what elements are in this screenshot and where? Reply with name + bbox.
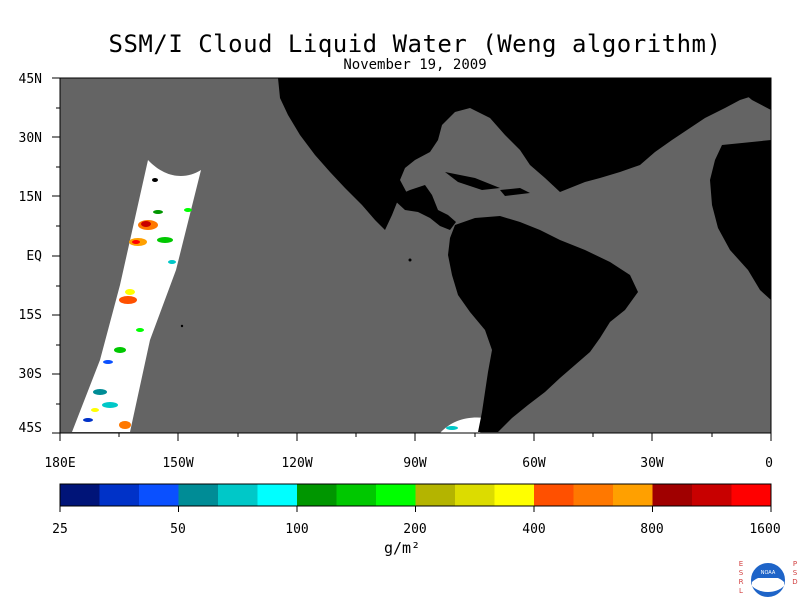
noaa-logo-text: NOAA bbox=[761, 570, 776, 576]
axis-ticks bbox=[52, 77, 772, 441]
colorbar-label-50: 50 bbox=[170, 522, 186, 537]
lat-label-30s: 30S bbox=[18, 367, 42, 382]
land-africa bbox=[710, 140, 771, 300]
lat-label-15s: 15S bbox=[18, 308, 42, 323]
colorbar-segment bbox=[218, 484, 258, 506]
lon-label-90w: 90W bbox=[403, 456, 427, 471]
map-title: SSM/I Cloud Liquid Water (Weng algorithm… bbox=[108, 30, 722, 58]
colorbar-segment bbox=[297, 484, 337, 506]
colorbar-label-25: 25 bbox=[52, 522, 68, 537]
logo-left-letters: E S R L bbox=[738, 560, 744, 595]
lon-label-180e: 180E bbox=[44, 456, 76, 471]
colorbar-segment bbox=[376, 484, 416, 506]
colorbar-segment bbox=[336, 484, 377, 506]
colorbar-label-800: 800 bbox=[640, 522, 664, 537]
colorbar-segment bbox=[613, 484, 653, 506]
colorbar-segment bbox=[178, 484, 219, 506]
colorbar-segment bbox=[494, 484, 535, 506]
lon-label-0: 0 bbox=[765, 456, 773, 471]
lon-label-60w: 60W bbox=[522, 456, 546, 471]
land-cuba bbox=[445, 172, 500, 190]
minor-ticks bbox=[56, 107, 713, 437]
land-north-atlantic bbox=[740, 78, 771, 110]
lon-label-30w: 30W bbox=[640, 456, 664, 471]
lat-label-45s: 45S bbox=[18, 421, 42, 436]
colorbar-units: g/m² bbox=[384, 539, 421, 557]
colorbar-segment bbox=[60, 484, 100, 506]
land-hispaniola bbox=[500, 188, 530, 196]
colorbar-label-1600: 1600 bbox=[749, 522, 781, 537]
lat-label-45n: 45N bbox=[18, 72, 42, 87]
colorbar-segment bbox=[257, 484, 298, 506]
colorbar-label-200: 200 bbox=[403, 522, 427, 537]
colorbar-label-400: 400 bbox=[522, 522, 546, 537]
lon-label-120w: 120W bbox=[281, 456, 313, 471]
colorbar-segment bbox=[731, 484, 772, 506]
land-north-america bbox=[278, 78, 771, 230]
colorbar bbox=[59, 483, 772, 512]
map-date: November 19, 2009 bbox=[343, 57, 487, 73]
land-south-america bbox=[448, 216, 638, 432]
colorbar-segment bbox=[455, 484, 495, 506]
colorbar-segment bbox=[415, 484, 456, 506]
lat-label-eq: EQ bbox=[26, 249, 42, 264]
cloud-patches bbox=[83, 178, 458, 430]
land-central-america bbox=[392, 185, 456, 230]
colorbar-segment bbox=[99, 484, 140, 506]
noaa-emblem-icon: NOAA bbox=[749, 561, 787, 599]
colorbar-segment bbox=[534, 484, 574, 506]
colorbar-segment bbox=[139, 484, 179, 506]
colorbar-segment bbox=[652, 484, 693, 506]
noaa-logo: E S R L NOAA P S D bbox=[735, 560, 798, 600]
satellite-swath bbox=[72, 160, 201, 432]
colorbar-segment bbox=[692, 484, 732, 506]
colorbar-label-100: 100 bbox=[285, 522, 309, 537]
colorbar-segment bbox=[573, 484, 614, 506]
lat-label-15n: 15N bbox=[18, 190, 42, 205]
land bbox=[180, 78, 771, 432]
lat-label-30n: 30N bbox=[18, 131, 42, 146]
logo-right-letters: P S D bbox=[792, 560, 798, 586]
lon-label-150w: 150W bbox=[162, 456, 194, 471]
